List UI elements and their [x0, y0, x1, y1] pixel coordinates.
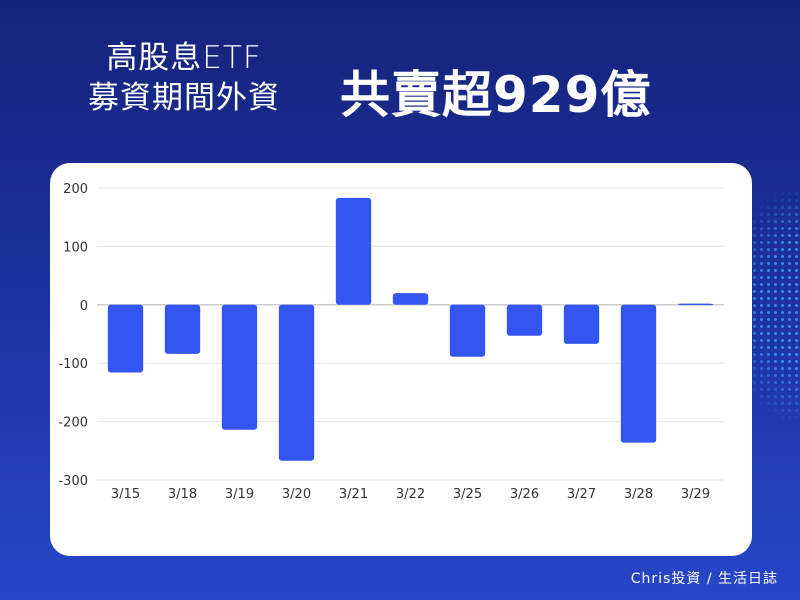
bar-3-19	[221, 304, 258, 430]
bar-3-26	[506, 304, 543, 336]
x-tick-label: 3/22	[396, 487, 425, 502]
bar-3-28	[620, 304, 657, 443]
x-tick-label: 3/15	[111, 487, 140, 502]
title-line2: 募資期間外資	[88, 80, 280, 116]
y-tick-label: -300	[58, 474, 88, 489]
x-tick-label: 3/18	[168, 487, 197, 502]
y-tick-label: 200	[63, 182, 88, 197]
x-tick-label: 3/19	[225, 487, 254, 502]
x-tick-label: 3/28	[624, 487, 653, 502]
y-tick-label: -100	[58, 357, 88, 372]
x-tick-label: 3/29	[681, 487, 710, 502]
x-tick-label: 3/21	[339, 487, 368, 502]
bar-3-18	[164, 304, 201, 354]
y-tick-label: -200	[58, 416, 88, 431]
title-subtitle: 高股息ETF 募資期間外資	[88, 38, 280, 118]
bar-3-27	[563, 304, 600, 344]
bar-3-29	[677, 303, 714, 306]
bar-3-20	[278, 304, 315, 461]
bar-3-21	[335, 197, 372, 305]
title-line1: 高股息ETF	[106, 40, 262, 76]
x-tick-label: 3/26	[510, 487, 539, 502]
bar-3-25	[449, 304, 486, 357]
x-tick-label: 3/25	[453, 487, 482, 502]
x-tick-label: 3/27	[567, 487, 596, 502]
bar-3-22	[392, 293, 429, 305]
y-tick-label: 0	[80, 299, 88, 314]
headline: 共賣超929億	[340, 66, 652, 124]
footer-credit: Chris投資 / 生活日誌	[630, 571, 778, 587]
y-tick-label: 100	[63, 240, 88, 255]
x-tick-label: 3/20	[282, 487, 311, 502]
bar-3-15	[107, 304, 144, 373]
